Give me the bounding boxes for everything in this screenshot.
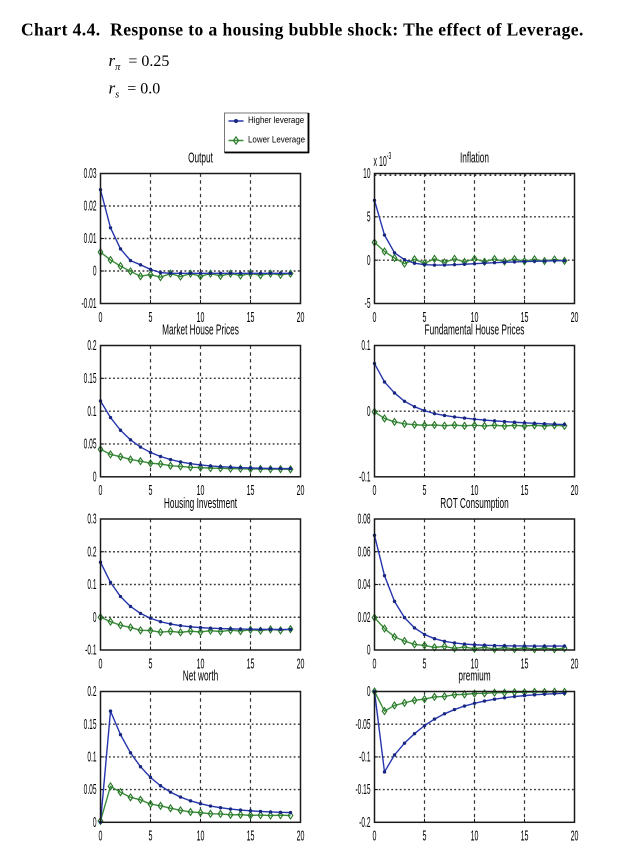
svg-text:Inflation: Inflation: [460, 150, 489, 166]
svg-text:15: 15: [247, 656, 255, 673]
svg-text:0: 0: [367, 404, 371, 420]
svg-text:0.03: 0.03: [84, 166, 97, 182]
svg-text:5: 5: [149, 828, 153, 845]
svg-text:0: 0: [93, 815, 97, 831]
svg-text:15: 15: [521, 656, 529, 673]
svg-text:-0.1: -0.1: [359, 750, 370, 766]
svg-text:0.08: 0.08: [358, 512, 371, 528]
svg-text:10: 10: [197, 828, 205, 845]
svg-text:-5: -5: [365, 296, 371, 312]
svg-text:20: 20: [571, 656, 579, 673]
svg-text:0.1: 0.1: [87, 577, 96, 593]
svg-text:0.3: 0.3: [87, 512, 96, 528]
svg-text:0.15: 0.15: [84, 371, 97, 387]
svg-text:-0.1: -0.1: [85, 643, 96, 659]
svg-text:0.2: 0.2: [87, 684, 96, 700]
svg-text:0.01: 0.01: [84, 231, 97, 247]
svg-text:0.02: 0.02: [84, 199, 97, 215]
svg-text:15: 15: [521, 482, 529, 499]
svg-text:15: 15: [247, 309, 255, 326]
svg-text:10: 10: [471, 482, 479, 499]
svg-text:-0.1: -0.1: [359, 470, 370, 486]
svg-text:0: 0: [373, 828, 377, 845]
svg-text:rπ = 0.25: rπ = 0.25: [109, 51, 170, 73]
svg-text:10: 10: [471, 309, 479, 326]
svg-text:15: 15: [247, 828, 255, 845]
svg-text:0: 0: [93, 610, 97, 626]
svg-text:5: 5: [367, 210, 371, 226]
svg-text:10: 10: [197, 309, 205, 326]
svg-text:0.1: 0.1: [361, 338, 370, 354]
svg-text:Market House Prices: Market House Prices: [162, 322, 239, 338]
svg-text:0: 0: [93, 470, 97, 486]
svg-text:0: 0: [99, 309, 103, 326]
svg-text:Lower Leverage: Lower Leverage: [248, 134, 305, 145]
svg-text:0: 0: [99, 828, 103, 845]
svg-text:0.2: 0.2: [87, 338, 96, 354]
svg-text:Fundamental House Prices: Fundamental House Prices: [425, 322, 525, 338]
svg-text:5: 5: [149, 482, 153, 499]
svg-text:20: 20: [297, 828, 305, 845]
svg-text:15: 15: [247, 482, 255, 499]
svg-text:0: 0: [373, 482, 377, 499]
svg-text:-0.15: -0.15: [355, 783, 370, 799]
svg-text:0.2: 0.2: [87, 545, 96, 561]
svg-text:10: 10: [197, 482, 205, 499]
svg-text:-0.2: -0.2: [359, 815, 370, 831]
svg-text:rs = 0.0: rs = 0.0: [109, 79, 161, 101]
svg-text:5: 5: [149, 309, 153, 326]
svg-text:0.1: 0.1: [87, 750, 96, 766]
svg-text:Output: Output: [188, 150, 213, 166]
svg-text:0: 0: [373, 309, 377, 326]
svg-text:ROT Consumption: ROT Consumption: [440, 496, 508, 512]
svg-text:5: 5: [423, 309, 427, 326]
svg-text:0: 0: [367, 253, 371, 269]
svg-text:5: 5: [423, 656, 427, 673]
svg-text:0.04: 0.04: [358, 577, 371, 593]
svg-text:5: 5: [423, 482, 427, 499]
svg-text:0: 0: [367, 684, 371, 700]
svg-text:0.05: 0.05: [84, 437, 97, 453]
svg-text:0: 0: [373, 656, 377, 673]
svg-text:5: 5: [149, 656, 153, 673]
svg-text:0.15: 0.15: [84, 717, 97, 733]
svg-text:15: 15: [521, 828, 529, 845]
svg-text:Chart 4.4. Response to a hous: Chart 4.4. Response to a housing bubble …: [21, 19, 584, 39]
svg-text:20: 20: [571, 482, 579, 499]
svg-text:20: 20: [297, 482, 305, 499]
svg-text:20: 20: [297, 309, 305, 326]
svg-text:20: 20: [297, 656, 305, 673]
svg-text:0.06: 0.06: [358, 545, 371, 561]
svg-text:20: 20: [571, 309, 579, 326]
svg-text:premium: premium: [458, 668, 490, 684]
svg-text:0: 0: [367, 643, 371, 659]
svg-text:0.1: 0.1: [87, 404, 96, 420]
svg-text:0: 0: [93, 264, 97, 280]
svg-text:10: 10: [471, 828, 479, 845]
svg-text:20: 20: [571, 828, 579, 845]
svg-text:0.02: 0.02: [358, 610, 371, 626]
svg-text:-0.05: -0.05: [355, 717, 370, 733]
svg-text:Higher leverage: Higher leverage: [248, 114, 304, 125]
svg-text:0.05: 0.05: [84, 783, 97, 799]
svg-text:10: 10: [471, 656, 479, 673]
svg-text:0: 0: [99, 482, 103, 499]
svg-text:10: 10: [363, 166, 370, 182]
svg-text:5: 5: [423, 828, 427, 845]
svg-text:Housing Investment: Housing Investment: [164, 496, 238, 512]
svg-text:0: 0: [99, 656, 103, 673]
svg-text:-0.01: -0.01: [81, 296, 96, 312]
svg-text:15: 15: [521, 309, 529, 326]
svg-text:Net worth: Net worth: [183, 668, 218, 684]
svg-text:10: 10: [197, 656, 205, 673]
